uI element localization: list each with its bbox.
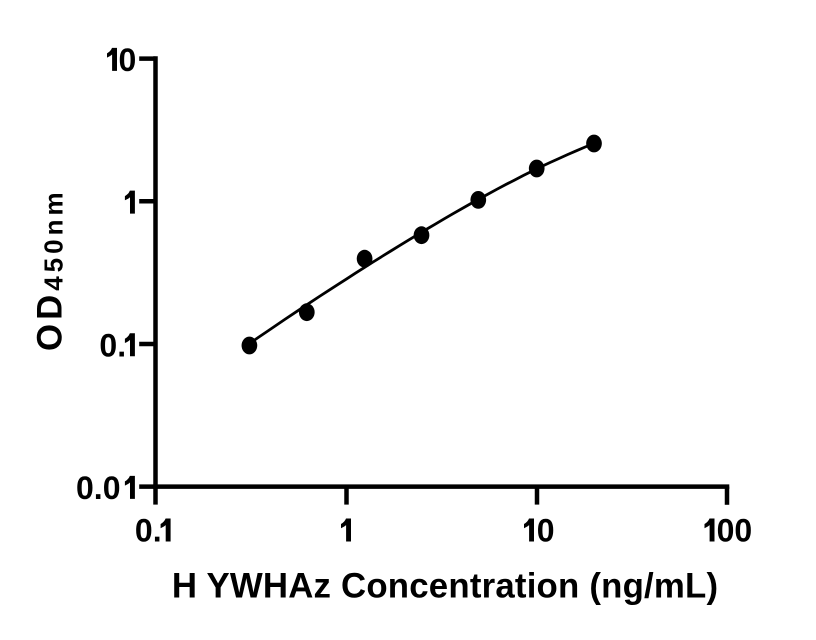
svg-text:00: 00 <box>717 513 753 549</box>
svg-text:0.: 0. <box>135 513 162 549</box>
svg-text:H YWHAz Concentration (ng/mL): H YWHAz Concentration (ng/mL) <box>172 567 718 606</box>
svg-text:0: 0 <box>119 42 137 78</box>
svg-text:0.: 0. <box>99 327 126 363</box>
svg-text:0.0: 0.0 <box>76 470 120 506</box>
svg-text:0: 0 <box>537 513 555 549</box>
